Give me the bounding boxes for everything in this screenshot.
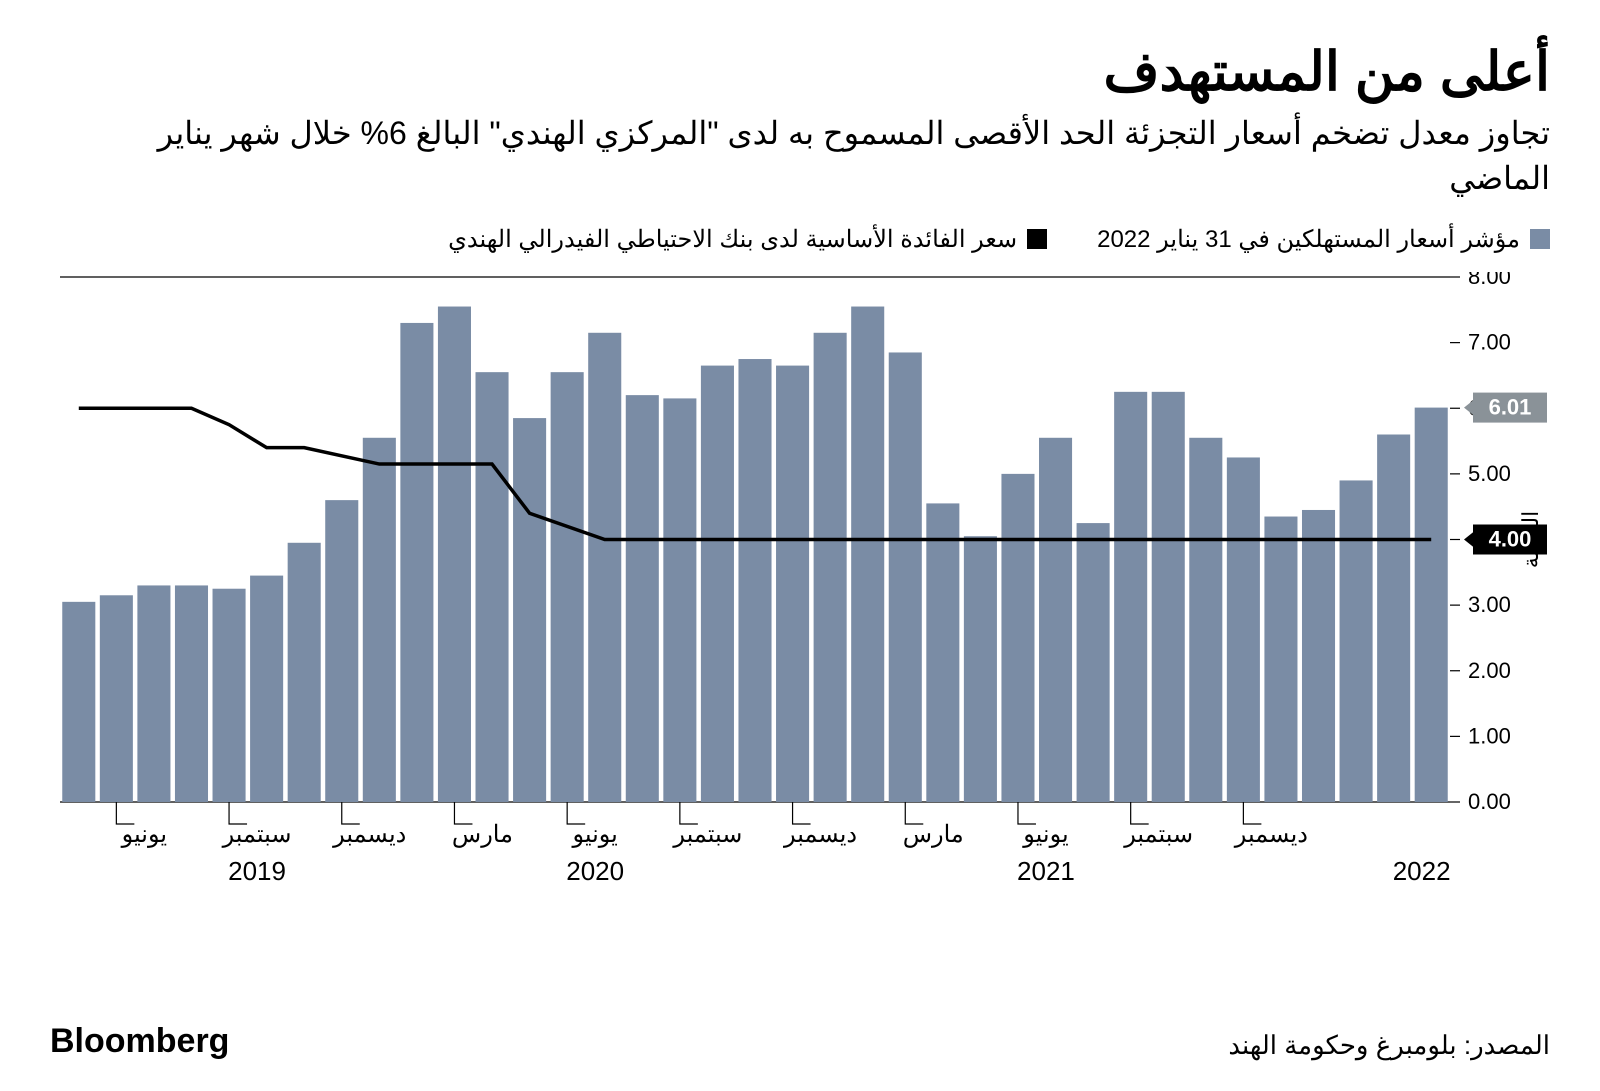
chart-subtitle: تجاوز معدل تضخم أسعار التجزئة الحد الأقص… — [50, 111, 1550, 201]
bar — [288, 542, 321, 801]
line-swatch — [1027, 229, 1047, 249]
svg-text:1.00: 1.00 — [1468, 723, 1511, 748]
x-month-label: سبتمبر — [1123, 821, 1193, 848]
bar — [1077, 523, 1110, 802]
bar — [1340, 480, 1373, 802]
bar — [513, 418, 546, 802]
x-month-label: يونيو — [1022, 821, 1068, 848]
bar — [438, 306, 471, 801]
source-text: المصدر: بلومبرغ وحكومة الهند — [1228, 1030, 1550, 1061]
bar — [588, 332, 621, 801]
bar — [1302, 510, 1335, 802]
x-year-label: 2019 — [228, 856, 286, 886]
bar — [1152, 391, 1185, 801]
bar — [400, 323, 433, 802]
svg-text:3.00: 3.00 — [1468, 592, 1511, 617]
bar — [100, 595, 133, 802]
bar — [1039, 437, 1072, 801]
svg-text:8.00: 8.00 — [1468, 272, 1511, 289]
bar — [1189, 437, 1222, 801]
bar — [1001, 473, 1034, 801]
chart-svg: 0.001.002.003.004.005.006.007.008.00النس… — [50, 272, 1550, 912]
svg-text:2.00: 2.00 — [1468, 657, 1511, 682]
marker-value: 4.00 — [1489, 526, 1532, 551]
marker-value: 6.01 — [1489, 394, 1532, 419]
bar — [1114, 391, 1147, 801]
x-month-label: ديسمبر — [332, 821, 406, 848]
x-month-label: مارس — [903, 821, 964, 848]
bar-swatch — [1530, 229, 1550, 249]
svg-text:0.00: 0.00 — [1468, 789, 1511, 814]
bar — [475, 372, 508, 802]
x-month-label: يونيو — [571, 821, 617, 848]
legend-line-label: سعر الفائدة الأساسية لدى بنك الاحتياطي ا… — [448, 225, 1017, 254]
bar — [626, 395, 659, 802]
legend-bar-label: مؤشر أسعار المستهلكين في 31 يناير 2022 — [1097, 225, 1520, 254]
x-month-label: يونيو — [121, 821, 167, 848]
bar — [1264, 516, 1297, 801]
x-year-label: 2020 — [566, 856, 624, 886]
legend-line: سعر الفائدة الأساسية لدى بنك الاحتياطي ا… — [448, 225, 1047, 254]
bar — [738, 359, 771, 802]
bar — [62, 601, 95, 801]
brand-logo: Bloomberg — [50, 1022, 229, 1061]
bar — [776, 365, 809, 801]
bar — [551, 372, 584, 802]
x-year-label: 2022 — [1393, 856, 1451, 886]
bar — [701, 365, 734, 801]
chart-title: أعلى من المستهدف — [50, 40, 1550, 103]
legend-bar: مؤشر أسعار المستهلكين في 31 يناير 2022 — [1097, 225, 1550, 254]
svg-text:7.00: 7.00 — [1468, 329, 1511, 354]
bar — [1377, 434, 1410, 802]
bar — [926, 503, 959, 802]
bar — [964, 536, 997, 802]
bar — [663, 398, 696, 802]
bar — [851, 306, 884, 801]
bar — [363, 437, 396, 801]
bar — [1227, 457, 1260, 802]
bar — [325, 500, 358, 802]
x-month-label: مارس — [452, 821, 513, 848]
bar — [250, 575, 283, 801]
x-month-label: سبتمبر — [672, 821, 742, 848]
x-month-label: ديسمبر — [1234, 821, 1308, 848]
bar — [175, 585, 208, 802]
chart-area: 0.001.002.003.004.005.006.007.008.00النس… — [50, 272, 1550, 912]
x-month-label: ديسمبر — [783, 821, 857, 848]
bar — [889, 352, 922, 802]
bar — [814, 332, 847, 801]
bar — [213, 588, 246, 801]
x-month-label: سبتمبر — [222, 821, 292, 848]
bar — [1415, 407, 1448, 801]
x-year-label: 2021 — [1017, 856, 1075, 886]
bar — [137, 585, 170, 802]
legend: مؤشر أسعار المستهلكين في 31 يناير 2022 س… — [50, 225, 1550, 254]
svg-text:5.00: 5.00 — [1468, 460, 1511, 485]
